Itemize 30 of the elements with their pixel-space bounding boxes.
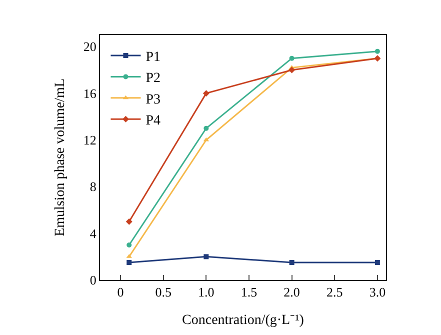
legend-label: P3 [146, 92, 161, 108]
legend-label: P1 [146, 50, 161, 65]
point [204, 254, 209, 260]
point [288, 66, 296, 74]
y-tick-label: 8 [90, 179, 96, 194]
point [374, 48, 380, 54]
y-tick-label: 16 [83, 86, 97, 101]
x-tick-label: 2.0 [284, 284, 300, 300]
point [202, 90, 210, 97]
x-tick-label: 0 [117, 284, 124, 300]
point [374, 260, 380, 265]
point [289, 260, 294, 265]
x-tick-label: 3.0 [369, 284, 386, 300]
x-tick-label: 1.0 [198, 284, 214, 300]
y-tick-label: 4 [90, 226, 97, 241]
point [289, 56, 294, 61]
point [204, 126, 209, 131]
legend-label: P2 [146, 71, 161, 86]
legend-label: P4 [146, 114, 161, 129]
y-tick-label: 0 [90, 272, 96, 288]
x-tick-label: 1.5 [240, 284, 258, 300]
y-tick-label: 12 [83, 132, 96, 148]
y-axis-title: Emulsion phase volume/mL [53, 78, 68, 236]
x-tick-label: 2.5 [326, 284, 343, 300]
x-axis-title: Concentration/(g·L⁻¹) [182, 312, 304, 328]
y-tick-label: 20 [83, 39, 96, 54]
point [126, 242, 132, 248]
point [126, 218, 132, 225]
x-tick-label: 0.5 [155, 284, 172, 300]
point [126, 260, 132, 265]
